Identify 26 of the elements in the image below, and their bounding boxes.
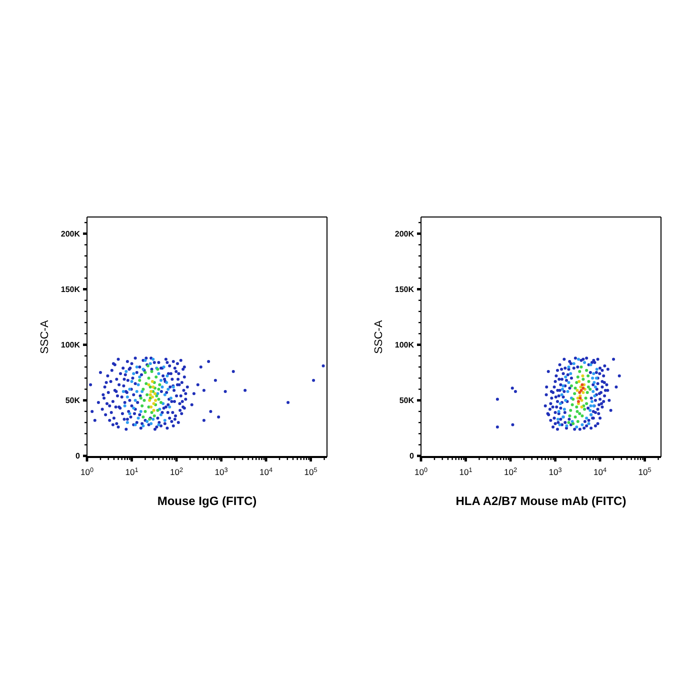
y-tick-label: 0 [410,452,415,461]
y-axis-title: SSC-A [372,320,385,354]
x-tick-label: 10$^{0}$ [414,466,428,477]
x-tick-label: 10$^{2}$ [504,466,518,477]
y-tick-label: 200K [60,229,80,238]
y-tick-label: 150K [60,285,80,294]
x-tick-label: 10$^{0}$ [80,466,94,477]
y-tick-label: 150K [394,285,414,294]
x-tick-label: 10$^{1}$ [459,466,473,477]
y-tick-label: 0 [76,452,81,461]
y-tick-label: 100K [394,340,414,350]
y-tick-label: 50K [399,396,414,406]
x-axis-title: HLA A2/B7 Mouse mAb (FITC) [456,494,626,508]
x-tick-label: 10$^{3}$ [548,466,562,477]
y-tick-label: 100K [60,340,80,350]
y-tick-label: 50K [65,396,80,406]
y-axis-title: SSC-A [38,320,51,354]
x-tick-label: 10$^{4}$ [260,466,274,477]
x-axis-title: Mouse IgG (FITC) [157,494,257,508]
x-tick-label: 10$^{2}$ [170,466,184,477]
x-tick-label: 10$^{5}$ [304,466,318,477]
x-tick-label: 10$^{3}$ [214,466,228,477]
x-tick-label: 10$^{4}$ [594,466,608,477]
x-tick-label: 10$^{1}$ [125,466,139,477]
x-tick-label: 10$^{5}$ [638,466,652,477]
y-tick-label: 200K [394,229,414,238]
